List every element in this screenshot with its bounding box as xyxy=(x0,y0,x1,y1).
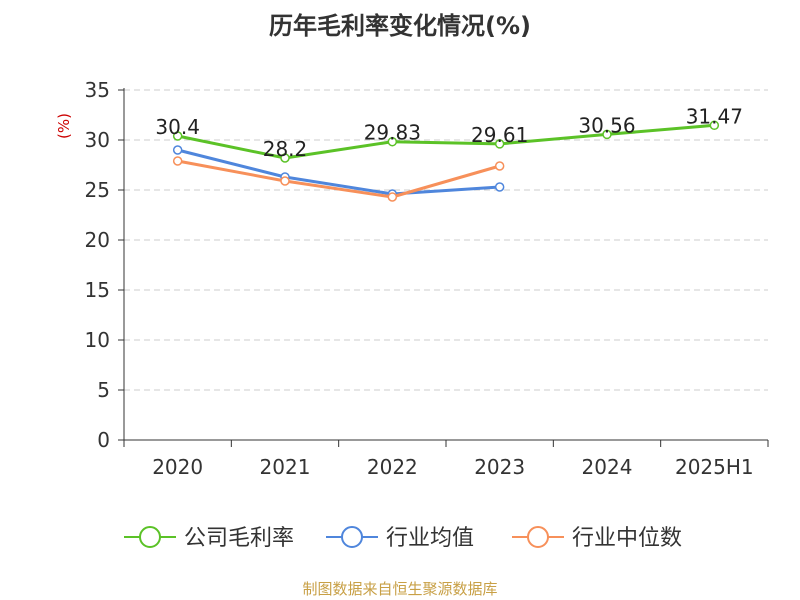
y-tick-label: 35 xyxy=(85,78,110,102)
data-label: 29.61 xyxy=(471,123,528,147)
data-point[interactable] xyxy=(172,131,183,141)
x-tick-label: 2023 xyxy=(474,455,525,479)
data-point[interactable] xyxy=(494,161,505,171)
legend: 公司毛利率 行业均值 行业中位数 xyxy=(124,526,682,551)
data-label: 30.4 xyxy=(155,115,200,139)
legend-item[interactable]: 行业均值 xyxy=(326,526,474,551)
chart-title: 历年毛利率变化情况(%) xyxy=(269,12,531,40)
data-labels: 30.4 28.2 29.83 29.61 30.56 31.47 xyxy=(155,104,743,161)
series-line-1 xyxy=(177,148,500,196)
x-tick-label: 2025H1 xyxy=(675,455,754,479)
data-point[interactable] xyxy=(387,136,398,147)
data-point[interactable] xyxy=(172,145,183,155)
data-label: 28.2 xyxy=(263,137,308,161)
data-point[interactable] xyxy=(280,153,290,163)
x-tick-label: 2021 xyxy=(260,455,311,479)
y-tick-label: 10 xyxy=(85,328,110,352)
source-note: 制图数据来自恒生聚源数据库 xyxy=(302,580,498,598)
data-point[interactable] xyxy=(172,156,183,166)
data-point[interactable] xyxy=(602,129,612,140)
axes: 0 5 10 15 20 25 30 35 2020 2021 2022 2023 2024 2025H1… xyxy=(55,78,769,479)
y-tick-label: 20 xyxy=(85,228,110,252)
y-tick-label: 25 xyxy=(85,178,110,202)
series-lines xyxy=(172,120,720,202)
data-label: 29.83 xyxy=(364,121,421,145)
x-tick-label: 2020 xyxy=(152,455,203,479)
legend-marker xyxy=(527,526,549,548)
y-axis-label: (%) xyxy=(55,113,73,139)
y-tick-label: 15 xyxy=(85,278,110,302)
legend-item[interactable]: 行业中位数 xyxy=(512,526,682,551)
series-line-2 xyxy=(177,159,501,199)
data-point[interactable] xyxy=(709,120,720,131)
series-line-0 xyxy=(177,123,715,160)
y-tick-label: 0 xyxy=(97,428,110,452)
data-point[interactable] xyxy=(494,182,505,192)
legend-item[interactable]: 公司毛利率 xyxy=(124,526,294,551)
data-point[interactable] xyxy=(494,139,505,149)
legend-marker xyxy=(341,526,363,548)
x-tick-label: 2024 xyxy=(582,455,633,479)
legend-label: 行业中位数 xyxy=(572,526,682,551)
legend-marker xyxy=(139,526,161,548)
data-point[interactable] xyxy=(280,176,290,186)
data-label: 30.56 xyxy=(578,113,635,137)
x-tick-label: 2022 xyxy=(367,455,418,479)
data-label: 31.47 xyxy=(686,104,743,128)
legend-label: 公司毛利率 xyxy=(184,526,294,551)
data-point[interactable] xyxy=(387,192,398,202)
y-tick-label: 30 xyxy=(85,128,110,152)
y-tick-label: 5 xyxy=(97,378,110,402)
grid-lines xyxy=(124,89,768,391)
legend-label: 行业均值 xyxy=(386,526,474,551)
